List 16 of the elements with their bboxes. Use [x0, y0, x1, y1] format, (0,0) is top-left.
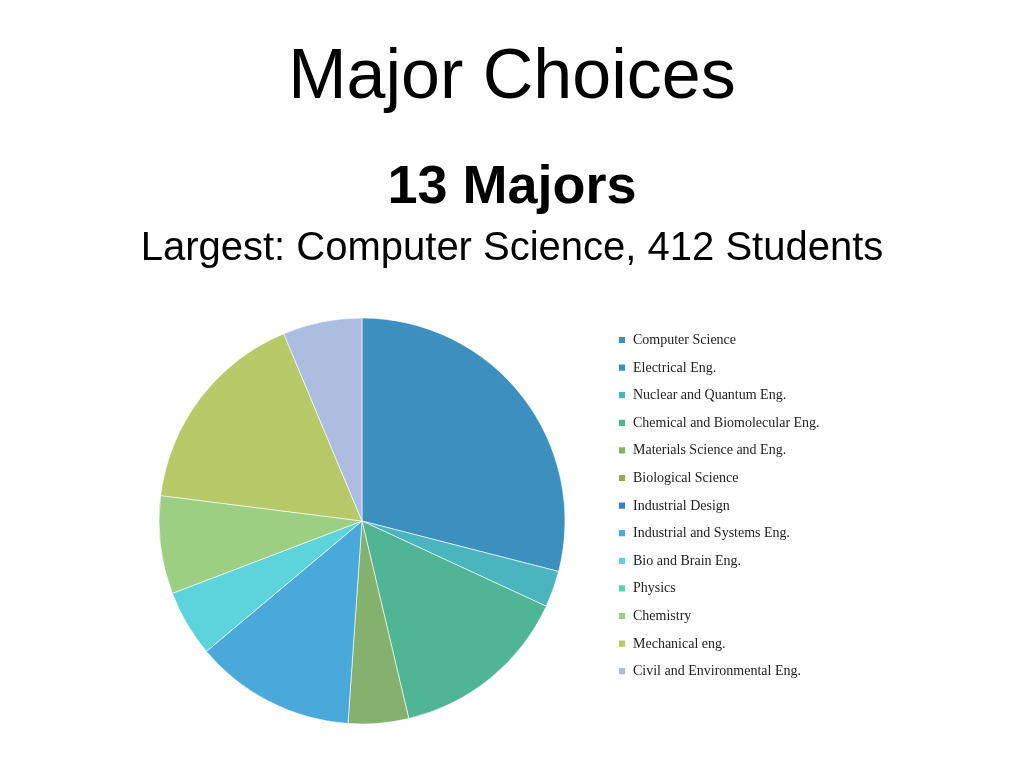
legend-label: Industrial Design: [633, 497, 730, 513]
legend-label: Industrial and Systems Eng.: [633, 525, 791, 541]
legend-label: Bio and Brain Eng.: [633, 552, 742, 568]
legend-label: Computer Science: [633, 332, 737, 347]
chart-subtitle: 13 Majors: [387, 154, 637, 214]
legend-label: Physics: [633, 580, 676, 596]
legend-label: Nuclear and Quantum Eng.: [633, 387, 787, 403]
legend-label: Civil and Environmental Eng.: [633, 663, 801, 679]
legend-label: Materials Science and Eng.: [633, 442, 787, 458]
chart-title: Major Choices: [288, 35, 736, 113]
text: Largest: Computer Science, 412 Students: [140, 224, 884, 268]
legend-label: Biological Science: [633, 470, 739, 485]
legend-label: Chemistry: [633, 608, 692, 623]
legend-label: Electrical Eng.: [633, 359, 717, 375]
legend-label: Chemical and Biomolecular Eng.: [633, 414, 820, 430]
legend-label: Mechanical eng.: [633, 635, 726, 651]
